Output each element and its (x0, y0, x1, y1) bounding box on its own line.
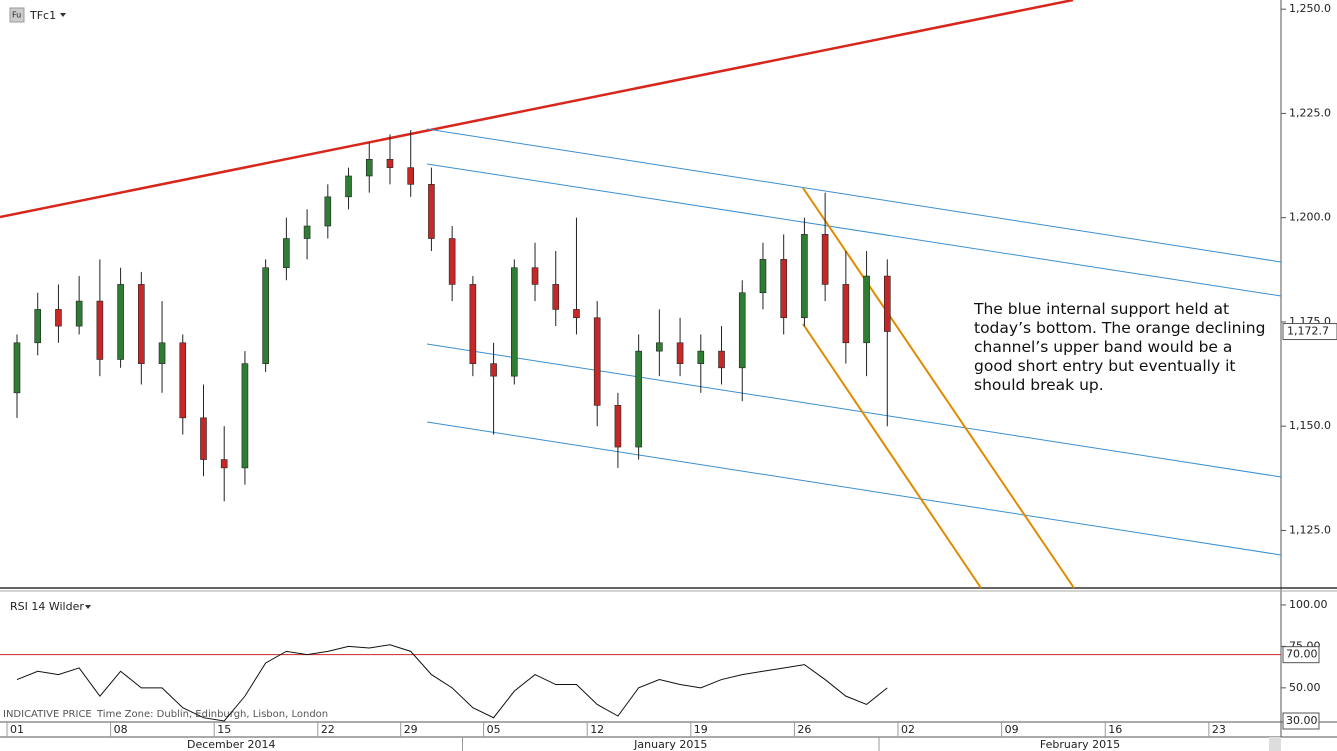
candle-body (55, 309, 62, 327)
candle-body (158, 342, 166, 364)
y-tick-label: 1,225.0 (1289, 106, 1331, 119)
blue-channel-line (426, 421, 1282, 556)
candle-body (428, 184, 435, 239)
candle-body (614, 405, 622, 448)
annotation: The blue internal support held at today’… (974, 300, 1266, 394)
candle-body (200, 417, 207, 460)
symbol-icon (9, 7, 25, 23)
candle-body (573, 309, 580, 319)
red-trend-line (0, 0, 1074, 219)
month-label: December 2014 (187, 738, 276, 751)
y-tick-label: 1,250.0 (1289, 2, 1331, 15)
y-tick-label: 50.00 (1289, 681, 1321, 694)
orange-channel-line (802, 323, 982, 589)
candle-body (345, 175, 352, 198)
x-tick-label: 12 (590, 723, 604, 736)
x-tick-label: 22 (321, 723, 335, 736)
candle-body (759, 259, 767, 294)
month-label: February 2015 (1040, 738, 1120, 751)
candle-body (511, 267, 518, 377)
rsi-line (16, 644, 888, 722)
month-label: January 2015 (633, 738, 707, 751)
candle-body (407, 167, 414, 185)
candle-body (96, 300, 104, 360)
candle-body (801, 234, 808, 319)
x-tick-label: 05 (487, 723, 501, 736)
candle-body (262, 267, 269, 364)
y-tick-label: 1,125.0 (1289, 523, 1331, 536)
indicator-title[interactable]: RSI 14 Wilder (10, 600, 84, 613)
x-tick-label: 09 (1005, 723, 1019, 736)
candle-body (34, 309, 42, 344)
candle-body (324, 196, 332, 227)
blue-channel-line (426, 343, 1282, 478)
level-box (1282, 646, 1320, 664)
candle-body (738, 292, 746, 369)
candle-body (656, 342, 663, 352)
candle-body (593, 317, 601, 406)
candle-body (883, 275, 891, 332)
x-tick-label: 08 (114, 723, 128, 736)
x-tick-label: 02 (901, 723, 915, 736)
candle-body (179, 342, 187, 419)
candle-body (531, 267, 539, 285)
candle-body (635, 350, 642, 448)
blue-channel-line (426, 163, 1282, 297)
candle-body (490, 363, 497, 377)
last-price-box (1282, 323, 1337, 341)
candle-body (386, 159, 394, 168)
candle-body (303, 225, 311, 239)
trend-lines (0, 0, 1282, 589)
candle-body (75, 300, 83, 327)
timezone: Time Zone: Dublin, Edinburgh, Lisbon, Lo… (96, 709, 328, 720)
candle-body (780, 259, 787, 319)
x-tick-label: 16 (1108, 723, 1122, 736)
level-label: 70.00 (1286, 648, 1318, 661)
orange-channel-line (802, 187, 1075, 589)
candle-body (138, 284, 145, 364)
y-tick-label: 1,200.0 (1289, 211, 1331, 224)
x-tick-label: 26 (797, 723, 811, 736)
candle-body (469, 284, 477, 364)
y-tick-label: 1,150.0 (1289, 419, 1331, 432)
dropdown-arrow[interactable] (60, 13, 66, 17)
y-tick-label: 100.00 (1289, 598, 1328, 611)
candle-body (283, 238, 290, 269)
candle-body (241, 363, 249, 469)
x-tick-label: 15 (217, 723, 231, 736)
dropdown-arrow[interactable] (85, 605, 91, 609)
candle-body (821, 234, 829, 285)
candle-body (676, 342, 684, 364)
level-box (1282, 712, 1320, 730)
x-tick-label: 29 (404, 723, 418, 736)
symbol-icon-text: Fu (12, 11, 21, 20)
candle-body (842, 284, 850, 344)
scroll-handle[interactable] (1269, 737, 1281, 751)
x-tick-label: 19 (694, 723, 708, 736)
candle-body (697, 350, 705, 364)
x-tick-label: 01 (10, 723, 24, 736)
candle-body (365, 159, 373, 177)
blue-channel-line (426, 128, 1282, 263)
chart-title[interactable]: TFc1 (29, 9, 56, 22)
candle-body (117, 284, 124, 360)
candle-body (718, 350, 725, 369)
candle-body (552, 284, 560, 310)
level-label: 30.00 (1286, 714, 1318, 727)
x-tick-label: 23 (1212, 723, 1226, 736)
footer: INDICATIVE PRICE (3, 709, 92, 720)
candle-body (220, 459, 228, 469)
candle-body (448, 238, 456, 285)
last-price-label: 1,172.7 (1287, 325, 1329, 338)
candles (13, 130, 891, 502)
candle-body (863, 275, 870, 344)
candle-body (13, 342, 21, 394)
